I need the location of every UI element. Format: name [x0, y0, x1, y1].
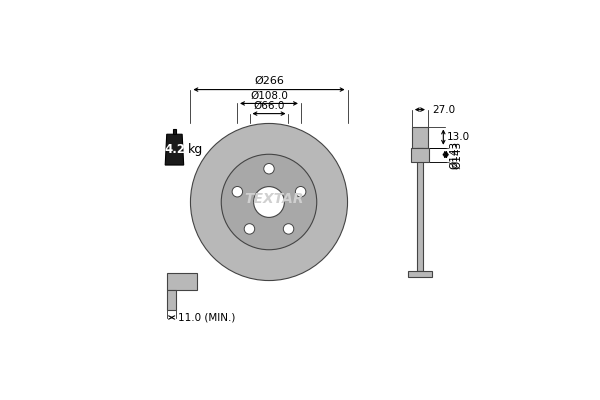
- Text: Ø143: Ø143: [452, 140, 463, 169]
- Text: 13.0: 13.0: [446, 132, 470, 142]
- Text: Ø143: Ø143: [449, 140, 459, 169]
- Circle shape: [254, 186, 284, 218]
- Bar: [417, 148, 423, 271]
- Bar: [167, 290, 176, 310]
- Bar: [167, 273, 197, 290]
- Circle shape: [232, 186, 242, 197]
- Text: Ø266: Ø266: [254, 76, 284, 86]
- Circle shape: [244, 224, 254, 234]
- Bar: [412, 126, 428, 148]
- Polygon shape: [165, 134, 184, 165]
- Text: 4.2: 4.2: [164, 143, 185, 156]
- Bar: [407, 271, 432, 278]
- Bar: [173, 129, 176, 134]
- Circle shape: [295, 186, 306, 197]
- Text: Ø66.0: Ø66.0: [253, 101, 284, 111]
- Bar: [411, 148, 428, 162]
- Text: 11.0 (MIN.): 11.0 (MIN.): [178, 312, 236, 322]
- Circle shape: [264, 164, 274, 174]
- Text: 27.0: 27.0: [433, 105, 455, 115]
- Circle shape: [221, 154, 317, 250]
- Text: TEXTAR: TEXTAR: [244, 192, 304, 206]
- Circle shape: [190, 124, 347, 280]
- Circle shape: [283, 224, 294, 234]
- Text: Ø108.0: Ø108.0: [250, 90, 288, 100]
- Text: kg: kg: [188, 143, 203, 156]
